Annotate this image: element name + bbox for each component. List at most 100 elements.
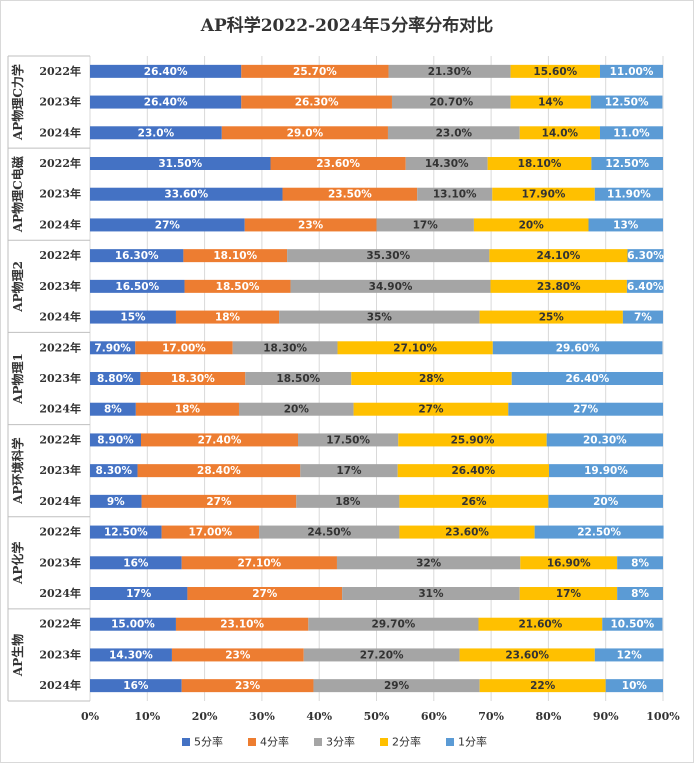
- bar-segment: [90, 617, 176, 631]
- bar-segment: [287, 249, 490, 263]
- year-label: 2022年: [39, 64, 81, 78]
- x-tick-label: 0%: [81, 710, 100, 723]
- bar-segment: [135, 341, 233, 355]
- bar-data-label: 23%: [235, 680, 261, 692]
- bar-segment: [459, 648, 595, 662]
- bar-segment: [492, 341, 663, 355]
- bar-data-label: 26%: [461, 496, 487, 508]
- bar-data-label: 8%: [631, 588, 649, 600]
- group-label: AP生物: [10, 634, 25, 677]
- bar-segment: [90, 249, 184, 263]
- bar-segment: [90, 402, 136, 416]
- bar-segment: [336, 556, 521, 570]
- bar-segment: [534, 525, 664, 539]
- bar-segment: [297, 433, 399, 447]
- bar-segment: [270, 157, 406, 170]
- bar-data-label: 21.30%: [428, 66, 472, 78]
- x-tick-label: 100%: [646, 710, 680, 723]
- bar-segment: [617, 587, 663, 600]
- year-label: 2022年: [39, 248, 81, 262]
- bar-data-label: 27.10%: [237, 557, 281, 569]
- bar-segment: [137, 464, 301, 478]
- bar-segment: [605, 679, 663, 693]
- bar-segment: [342, 587, 520, 600]
- bar-data-label: 27.20%: [360, 649, 404, 661]
- bar-segment: [548, 464, 663, 478]
- bar-data-label: 18.50%: [216, 281, 260, 293]
- bar-segment: [161, 525, 260, 539]
- bar-data-label: 18%: [215, 312, 241, 324]
- bar-data-label: 33.60%: [164, 189, 208, 201]
- bar-segment: [479, 310, 623, 324]
- group-label: AP化学: [10, 542, 25, 585]
- bar-segment: [175, 310, 280, 324]
- bar-data-label: 17%: [336, 465, 362, 477]
- bar-segment: [183, 249, 288, 263]
- bar-data-label: 14.0%: [542, 127, 579, 139]
- group-labels: AP物理C力学 2022年 2023年 2024年 AP物理C电磁 2022年 2023年 2…: [7, 55, 90, 702]
- bar-segment: [337, 341, 493, 355]
- bar-data-label: 7.90%: [94, 342, 131, 354]
- bar-data-label: 18%: [335, 496, 361, 508]
- bar-data-label: 16.30%: [115, 250, 159, 262]
- legend-label: 4分率: [260, 735, 289, 749]
- bar-segment: [599, 64, 663, 78]
- bar-data-label: 27%: [252, 588, 278, 600]
- group-label: AP物理2: [10, 261, 25, 313]
- bar-segment: [510, 64, 600, 78]
- x-tick-label: 40%: [306, 710, 332, 723]
- bar-data-label: 29.60%: [556, 342, 600, 354]
- year-label: 2023年: [39, 371, 81, 385]
- bar-data-label: 29.0%: [287, 127, 324, 139]
- bar-segment: [135, 402, 239, 416]
- bar-data-label: 8.30%: [96, 465, 133, 477]
- bar-segment: [140, 433, 298, 447]
- bar-data-label: 20%: [593, 496, 619, 508]
- year-label: 2024年: [39, 402, 81, 416]
- bar-data-label: 13.10%: [433, 189, 477, 201]
- bar-segment: [90, 556, 182, 570]
- bar-segment: [478, 617, 603, 631]
- legend-label: 1分率: [458, 735, 487, 749]
- bar-data-label: 20%: [284, 404, 310, 416]
- bar-segment: [175, 617, 309, 631]
- bar-segment: [520, 556, 618, 570]
- legend-swatch: [314, 738, 322, 746]
- bar-segment: [303, 648, 460, 662]
- bar-segment: [599, 126, 663, 140]
- bar-segment: [399, 494, 549, 508]
- bar-segment: [90, 464, 138, 478]
- bar-data-label: 13%: [613, 219, 639, 231]
- bar-segment: [351, 372, 512, 385]
- bar-data-label: 20.70%: [429, 97, 473, 109]
- bar-segment: [259, 525, 400, 539]
- bar-data-label: 16.50%: [115, 281, 159, 293]
- bar-data-label: 9%: [107, 496, 125, 508]
- bar-segment: [90, 679, 182, 693]
- year-label: 2024年: [39, 217, 81, 231]
- bar-segment: [399, 525, 535, 539]
- bar-data-label: 15.60%: [533, 66, 577, 78]
- bar-segment: [417, 187, 493, 201]
- bar-data-label: 23.0%: [436, 127, 473, 139]
- bar-segment: [397, 464, 549, 478]
- bar-data-label: 18.10%: [518, 158, 562, 170]
- bar-segment: [90, 310, 176, 324]
- legend-swatch: [380, 738, 388, 746]
- year-label: 2022年: [39, 432, 81, 446]
- bar-data-label: 35%: [367, 312, 393, 324]
- x-axis-ticks: 0% 10% 20% 30% 40% 50% 60% 70% 80% 90% 100%: [81, 710, 680, 723]
- year-label: 2023年: [39, 187, 81, 201]
- bar-data-label: 11.90%: [607, 189, 651, 201]
- legend-swatch: [446, 738, 454, 746]
- year-label: 2024年: [39, 586, 81, 600]
- bar-segment: [171, 648, 304, 662]
- year-label: 2024年: [39, 310, 81, 324]
- bar-data-label: 28%: [419, 373, 445, 385]
- bar-data-label: 6.40%: [627, 281, 664, 293]
- x-tick-label: 20%: [192, 710, 218, 723]
- group-label: AP物理C力学: [10, 64, 25, 141]
- bar-data-label: 26.40%: [451, 465, 495, 477]
- bar-data-label: 11.00%: [610, 66, 654, 78]
